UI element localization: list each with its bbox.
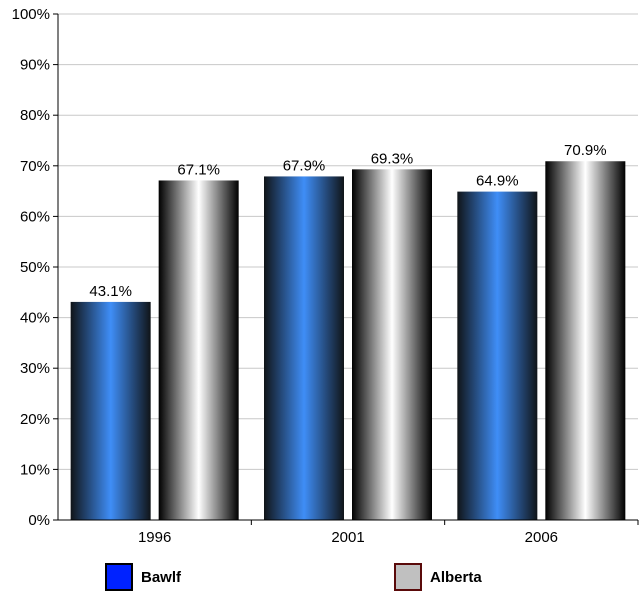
legend-swatch-bawlf	[105, 563, 133, 591]
legend-label-bawlf: Bawlf	[141, 568, 182, 586]
bar-alberta-2001	[352, 169, 432, 521]
y-tick-label: 0%	[28, 512, 50, 529]
legend-swatch-alberta	[394, 563, 422, 591]
y-tick-label: 100%	[12, 6, 50, 23]
labels: 0% 10% 20% 30% 40% 50% 60% 70% 80% 90% 100% 43.1% 67…	[12, 6, 607, 546]
bars	[70, 161, 626, 521]
data-label: 67.9%	[283, 157, 326, 174]
y-tick-label: 20%	[20, 411, 50, 428]
axes	[53, 13, 639, 525]
data-label: 70.9%	[564, 142, 607, 159]
y-tick-label: 90%	[20, 57, 50, 74]
bar-alberta-2006	[545, 161, 626, 520]
y-tick-label: 30%	[20, 360, 50, 377]
bar-bawlf-2006	[457, 191, 538, 520]
y-tick-label: 70%	[20, 158, 50, 175]
data-label: 69.3%	[371, 150, 414, 167]
data-label: 64.9%	[476, 173, 519, 190]
bar-alberta-1996	[158, 180, 239, 520]
x-tick-label: 2001	[331, 529, 364, 546]
legend-label-alberta: Alberta	[430, 568, 482, 586]
legend-item-bawlf: Bawlf	[105, 563, 181, 591]
bar-bawlf-1996	[70, 301, 151, 520]
data-label: 67.1%	[177, 161, 220, 178]
y-tick-label: 60%	[20, 208, 50, 225]
gridlines	[58, 13, 638, 470]
data-label: 43.1%	[89, 283, 132, 300]
x-tick-label: 1996	[138, 529, 171, 546]
y-tick-label: 10%	[20, 461, 50, 478]
bar-bawlf-2001	[264, 176, 344, 520]
y-tick-label: 80%	[20, 107, 50, 124]
x-tick-label: 2006	[525, 529, 558, 546]
y-tick-label: 40%	[20, 310, 50, 327]
legend-item-alberta: Alberta	[394, 563, 482, 591]
y-tick-label: 50%	[20, 259, 50, 276]
